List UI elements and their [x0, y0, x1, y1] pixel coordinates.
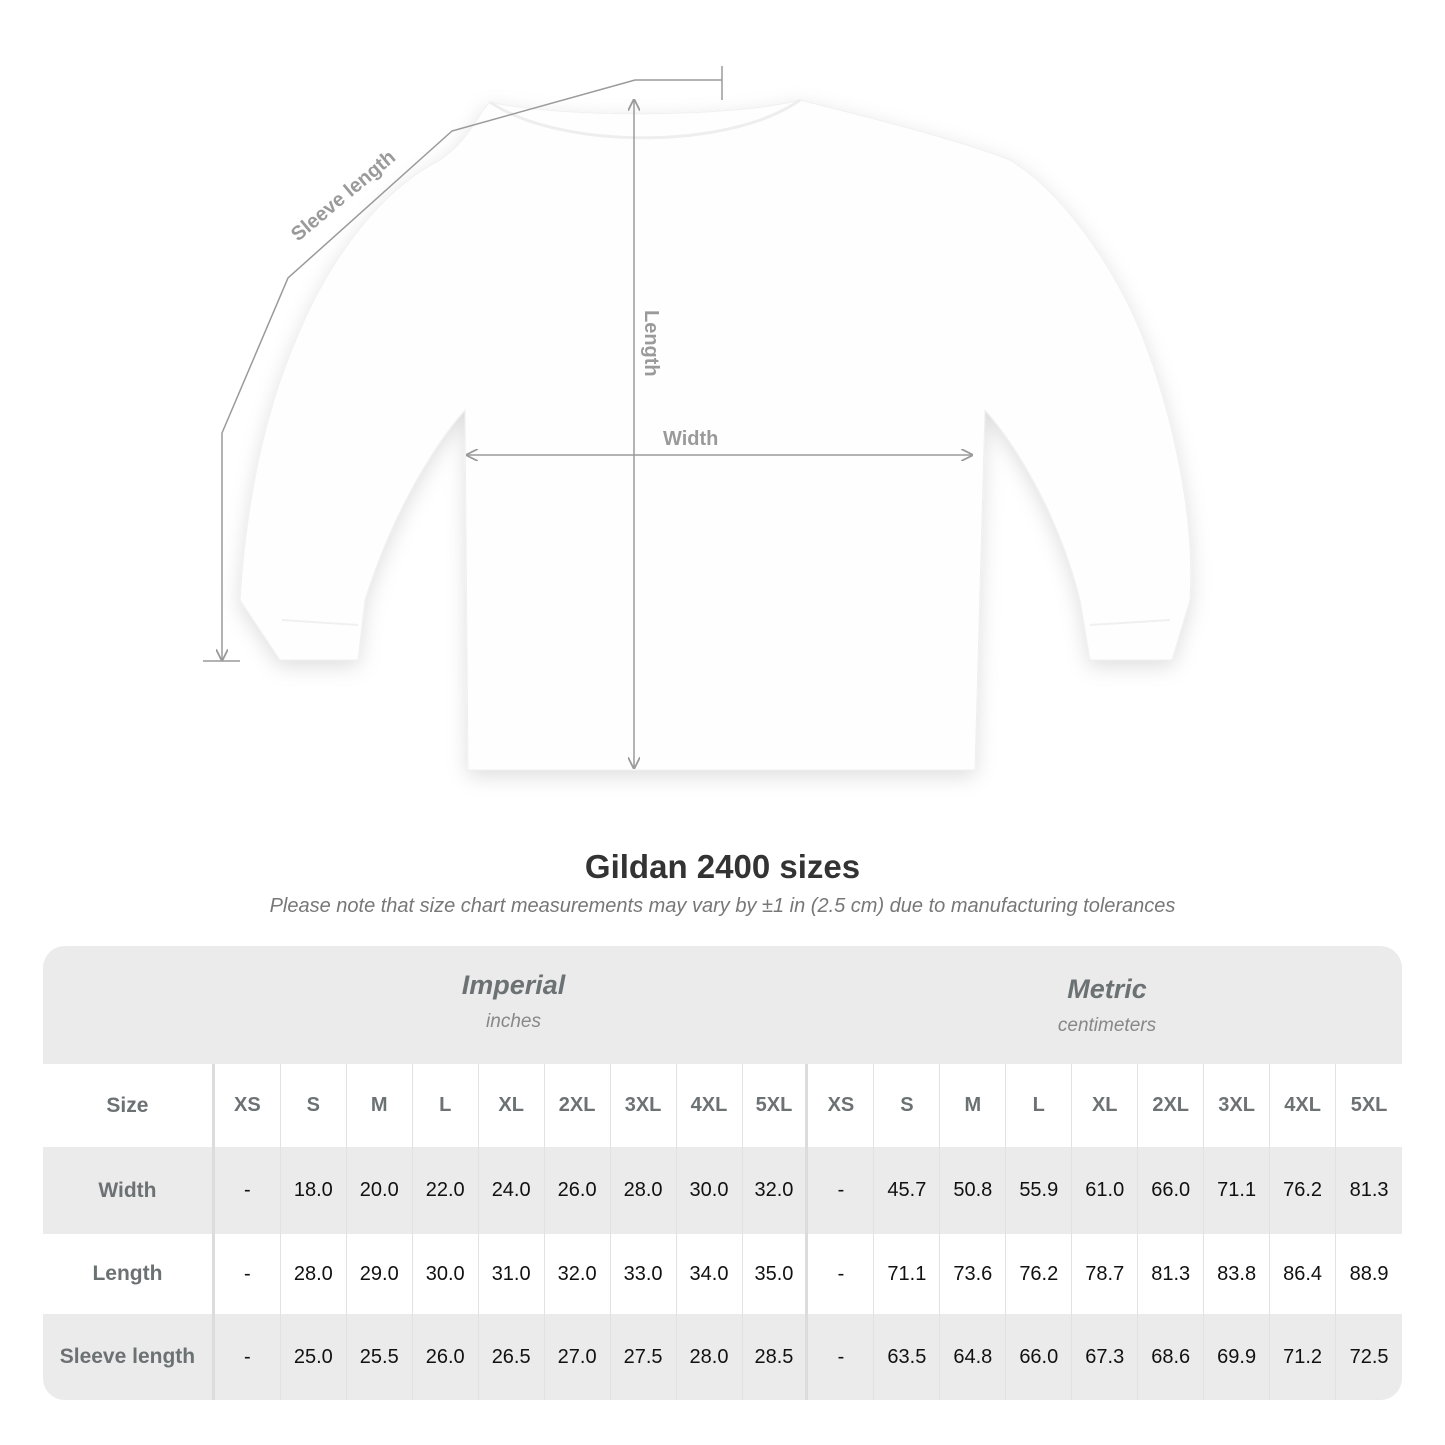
metric-value-cell: 86.4: [1270, 1234, 1337, 1314]
metric-value-cell: 69.9: [1204, 1314, 1271, 1400]
metric-value-cell: 66.0: [1006, 1314, 1073, 1400]
sleeve-length-measure: [203, 66, 723, 662]
imperial-value-cell: 28.5: [743, 1314, 809, 1400]
metric-size-5xl: 5XL: [1350, 1094, 1388, 1116]
imperial-header: Imperial inches: [215, 970, 812, 1088]
imperial-size-xs: XS: [215, 1064, 281, 1147]
imperial-value-cell: 22.0: [413, 1147, 479, 1234]
metric-value-cell: 76.2: [1006, 1234, 1073, 1314]
metric-unit: centimeters: [1057, 1015, 1157, 1036]
row-label: Sleeve length: [43, 1314, 215, 1400]
imperial-value-cell: 25.0: [281, 1314, 347, 1400]
size-table: Imperial inches Metric centimeters Size X…: [43, 946, 1402, 1400]
imperial-size-m: M: [347, 1064, 413, 1147]
imperial-value-cell: 27.5: [611, 1314, 677, 1400]
metric-size-xl: XL: [1072, 1064, 1139, 1147]
metric-size-m: M: [940, 1064, 1007, 1147]
metric-value-cell: -: [808, 1234, 875, 1314]
imperial-value-cell: -: [215, 1234, 281, 1314]
imperial-value-cell: 31.0: [479, 1234, 545, 1314]
imperial-value-cell: -: [215, 1314, 281, 1400]
metric-value-cell: 63.5: [874, 1314, 941, 1400]
size-header-label: Size: [43, 1064, 215, 1147]
metric-size-3xl: 3XL: [1204, 1064, 1271, 1147]
table-row: Length -28.0 29.0 30.0 31.0 32.0 33.0 34.0 35.0-…: [43, 1234, 1402, 1314]
metric-value-cell: 61.0: [1072, 1147, 1139, 1234]
imperial-value-cell: 30.0: [677, 1147, 743, 1234]
imperial-value-cell: 18.0: [281, 1147, 347, 1234]
imperial-value-cell: 26.0: [413, 1314, 479, 1400]
metric-value-cell: 81.3: [1138, 1234, 1205, 1314]
imperial-value-cell: 28.0: [677, 1314, 743, 1400]
metric-header: Metric centimeters: [812, 974, 1402, 1092]
table-row: Width -18.0 20.0 22.0 24.0 26.0 28.0 30.0 32.0-4…: [43, 1147, 1402, 1234]
metric-label: Metric: [1067, 974, 1147, 1004]
imperial-value-cell: 34.0: [677, 1234, 743, 1314]
imperial-value-cell: 25.5: [347, 1314, 413, 1400]
row-label: Width: [43, 1147, 215, 1234]
metric-value-cell: 73.6: [940, 1234, 1007, 1314]
metric-value-cell: 45.7: [874, 1147, 941, 1234]
tolerance-note: Please note that size chart measurements…: [269, 895, 1176, 917]
imperial-value-cell: 32.0: [743, 1147, 809, 1234]
metric-value-cell: 50.8: [940, 1147, 1007, 1234]
imperial-value-cell: 28.0: [281, 1234, 347, 1314]
metric-value-cell: 78.7: [1072, 1234, 1139, 1314]
imperial-value-cell: 26.0: [545, 1147, 611, 1234]
imperial-size-3xl: 3XL: [611, 1064, 677, 1147]
imperial-size-xl: XL: [479, 1064, 545, 1147]
metric-value-cell: -: [808, 1147, 875, 1234]
imperial-value-cell: 29.0: [347, 1234, 413, 1314]
metric-value-cell: 55.9: [1006, 1147, 1073, 1234]
metric-size-2xl: 2XL: [1138, 1064, 1205, 1147]
imperial-value-cell: 32.0: [545, 1234, 611, 1314]
metric-value-cell: 71.1: [874, 1234, 941, 1314]
metric-size-s: S: [874, 1064, 941, 1147]
metric-value-cell: 71.2: [1270, 1314, 1337, 1400]
table-row: Sleeve length -25.0 25.5 26.0 26.5 27.0 27.5 28…: [43, 1314, 1402, 1400]
metric-size-l: L: [1006, 1064, 1073, 1147]
metric-value-cell: 67.3: [1072, 1314, 1139, 1400]
imperial-value-cell: 20.0: [347, 1147, 413, 1234]
metric-value-cell: 88.9: [1349, 1262, 1389, 1285]
metric-size-4xl: 4XL: [1270, 1064, 1337, 1147]
imperial-value-cell: 24.0: [479, 1147, 545, 1234]
metric-value-cell: 66.0: [1138, 1147, 1205, 1234]
imperial-value-cell: 27.0: [545, 1314, 611, 1400]
imperial-value-cell: -: [215, 1147, 281, 1234]
imperial-size-s: S: [281, 1064, 347, 1147]
imperial-value-cell: 30.0: [413, 1234, 479, 1314]
length-label: Length: [640, 310, 662, 377]
imperial-value-cell: 35.0: [743, 1234, 809, 1314]
shirt: [239, 98, 1192, 771]
metric-value-cell: 64.8: [940, 1314, 1007, 1400]
imperial-value-cell: 33.0: [611, 1234, 677, 1314]
metric-value-cell: -: [808, 1314, 875, 1400]
width-label: Width: [663, 428, 718, 450]
page-title: Gildan 2400 sizes: [584, 848, 861, 885]
row-label: Length: [43, 1234, 215, 1314]
metric-value-cell: 83.8: [1204, 1234, 1271, 1314]
imperial-size-2xl: 2XL: [545, 1064, 611, 1147]
imperial-value-cell: 26.5: [479, 1314, 545, 1400]
metric-size-xs: XS: [808, 1064, 875, 1147]
metric-value-cell: 72.5: [1349, 1345, 1389, 1368]
metric-value-cell: 81.3: [1349, 1179, 1389, 1201]
imperial-label: Imperial: [461, 970, 566, 1000]
shirt-diagram: Sleeve length Length Width: [203, 66, 1192, 771]
metric-value-cell: 76.2: [1270, 1147, 1337, 1234]
imperial-size-4xl: 4XL: [677, 1064, 743, 1147]
imperial-value-cell: 28.0: [611, 1147, 677, 1234]
size-header-row: Size XS S M L XL 2XL 3XL 4XL 5XL XS S M L XL 2XL 3XL 4XL 5…: [43, 1064, 1402, 1147]
metric-value-cell: 71.1: [1204, 1147, 1271, 1234]
imperial-unit: inches: [486, 1011, 541, 1032]
metric-value-cell: 68.6: [1138, 1314, 1205, 1400]
imperial-size-5xl: 5XL: [743, 1064, 809, 1147]
imperial-size-l: L: [413, 1064, 479, 1147]
